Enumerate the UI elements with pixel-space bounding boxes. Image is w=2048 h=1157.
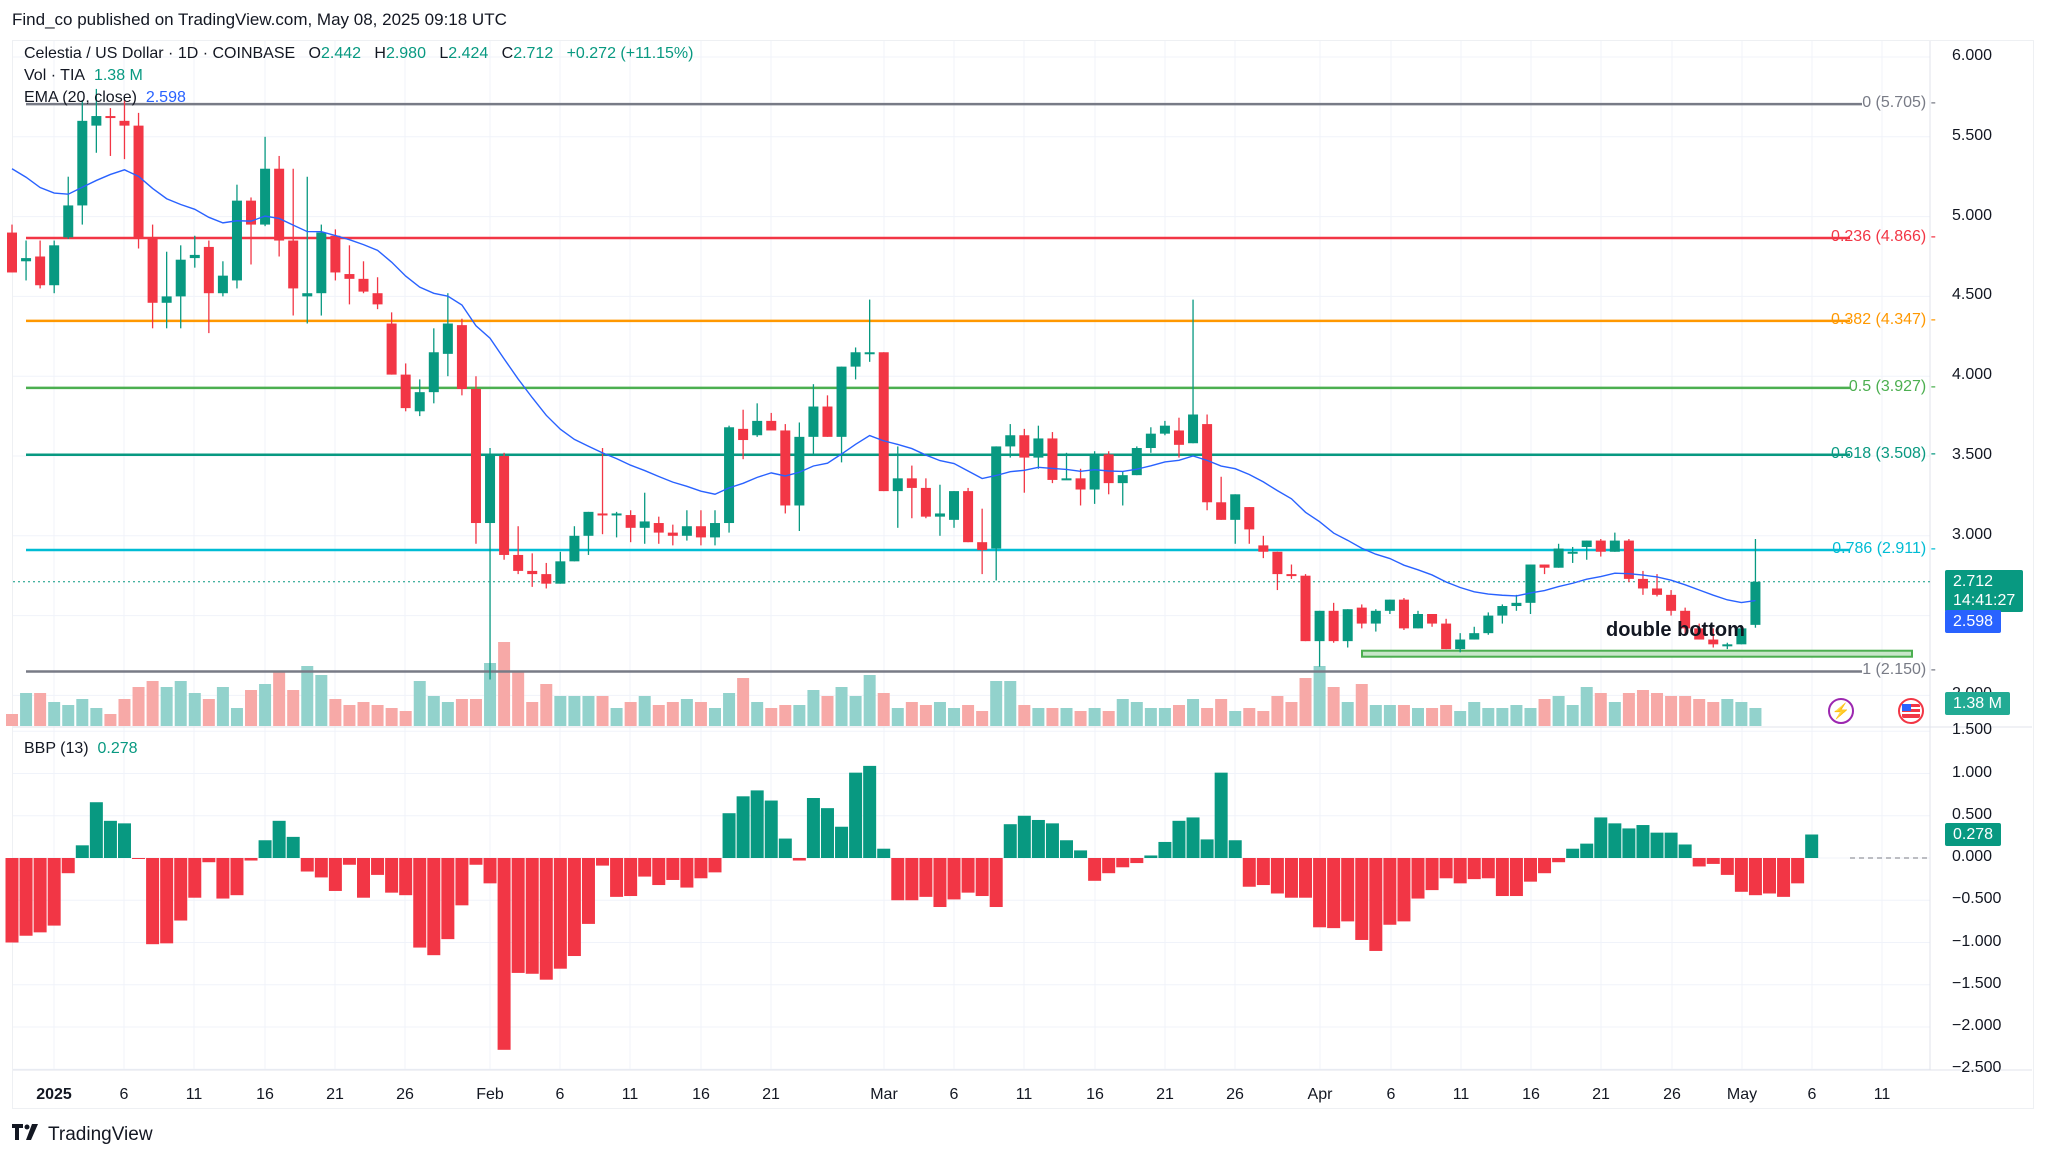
double-bottom-zone[interactable]: [1361, 649, 1913, 658]
time-axis-label: Feb: [476, 1086, 504, 1103]
time-axis-label: 2025: [36, 1086, 72, 1103]
time-axis-label: 26: [396, 1086, 414, 1103]
time-axis-label: 21: [1592, 1086, 1610, 1103]
change-value: +0.272 (+11.15%): [566, 45, 694, 62]
time-axis-label: 26: [1226, 1086, 1244, 1103]
price-axis-label: 3.000: [1952, 525, 1993, 543]
volume-bars: [6, 642, 1762, 726]
bbp-histogram: [5, 765, 1819, 1050]
bbp-axis-label: −2.500: [1952, 1059, 2002, 1077]
bbp-axis-label: −1.000: [1952, 932, 2002, 950]
fib-level-label: 0.236 (4.866) -: [1831, 227, 1936, 245]
time-axis-label: 26: [1663, 1086, 1681, 1103]
tradingview-mark-icon: [12, 1124, 42, 1146]
last-price-tag: 2.712 14:41:27: [1945, 570, 2024, 612]
grid: [13, 41, 2032, 1071]
symbol-title: Celestia / US Dollar · 1D · COINBASE: [24, 45, 296, 62]
ema-legend[interactable]: EMA (20, close) 2.598: [24, 89, 186, 106]
time-axis-label: 16: [692, 1086, 710, 1103]
volume-value: 1.38 M: [93, 67, 143, 84]
time-axis-label: 21: [762, 1086, 780, 1103]
double-bottom-annotation[interactable]: double bottom: [1606, 619, 1745, 641]
fib-level-label: 0.5 (3.927) -: [1848, 377, 1936, 395]
candlesticks: [7, 88, 1761, 680]
time-axis-label: Mar: [870, 1086, 898, 1103]
time-axis-label: 16: [1522, 1086, 1540, 1103]
time-axis-label: 6: [1386, 1086, 1396, 1103]
high-value: 2.980: [385, 45, 426, 62]
price-axis-label: 5.000: [1952, 206, 1993, 224]
fib-level-label: 0.382 (4.347) -: [1831, 310, 1936, 328]
ema-line: [11, 168, 1756, 604]
price-axis-label: 3.500: [1952, 446, 1993, 463]
bbp-axis-label: −0.500: [1952, 890, 2002, 908]
publisher-line: Find_co published on TradingView.com, Ma…: [12, 10, 507, 29]
price-axis-label: 4.000: [1952, 366, 1993, 384]
price-axis-label: 6.000: [1952, 47, 1993, 64]
time-axis-label: 21: [1156, 1086, 1174, 1103]
bar-countdown: 14:41:27: [1953, 592, 2016, 609]
fibonacci-retracement[interactable]: [26, 102, 1862, 673]
bbp-legend[interactable]: BBP (13) 0.278: [24, 740, 138, 757]
time-axis-label: May: [1726, 1086, 1758, 1103]
open-value: 2.442: [320, 45, 362, 62]
fib-level-label: 0.618 (3.508) -: [1831, 444, 1936, 462]
time-axis-label: 6: [1807, 1086, 1817, 1103]
time-axis-label: 16: [1086, 1086, 1104, 1103]
tradingview-logo[interactable]: TradingView: [12, 1124, 153, 1146]
price-axis-label: 4.500: [1952, 286, 1993, 304]
time-axis-label: 11: [621, 1086, 639, 1103]
time-axis-label: Apr: [1307, 1086, 1333, 1103]
time-axis-label: 16: [256, 1086, 274, 1103]
bbp-axis-label: 0.500: [1952, 805, 1993, 823]
time-axis-label: 6: [949, 1086, 959, 1103]
bbp-axis-label: −1.500: [1952, 974, 2002, 992]
time-axis-label: 11: [1873, 1086, 1891, 1103]
volume-price-tag: 1.38 M: [1945, 692, 2010, 715]
lightning-event-icon[interactable]: ⚡: [1828, 698, 1854, 724]
fib-level-label: 1 (2.150) -: [1862, 661, 1936, 679]
fib-level-label: 0.786 (2.911) -: [1832, 540, 1936, 557]
low-value: 2.424: [448, 45, 489, 62]
symbol-legend[interactable]: Celestia / US Dollar · 1D · COINBASE O2.…: [24, 45, 694, 62]
close-value: 2.712: [513, 45, 554, 62]
ema-value: 2.598: [145, 89, 186, 106]
bbp-axis-label: 1.500: [1952, 721, 1993, 739]
bbp-value: 0.278: [97, 740, 138, 757]
price-axis-label: 5.500: [1952, 126, 1993, 144]
time-axis-label: 6: [119, 1086, 129, 1103]
time-axis-label: 21: [326, 1086, 344, 1103]
time-axis-label: 11: [1452, 1086, 1470, 1103]
bbp-axis-label: −2.000: [1952, 1017, 2002, 1034]
bbp-axis-label: 0.000: [1952, 848, 1993, 865]
bbp-price-tag: 0.278: [1945, 823, 2002, 846]
bbp-axis-label: 1.000: [1952, 763, 1993, 781]
time-axis-label: 11: [185, 1086, 203, 1103]
time-axis-label: 6: [555, 1086, 565, 1103]
fib-level-label: 0 (5.705) -: [1862, 94, 1936, 112]
ema-price-tag: 2.598: [1945, 610, 2002, 633]
time-axis-label: 11: [1015, 1086, 1033, 1103]
us-flag-economic-event-icon[interactable]: [1898, 698, 1924, 724]
volume-legend[interactable]: Vol · TIA 1.38 M: [24, 67, 143, 84]
chart-frame: [12, 40, 2034, 1109]
